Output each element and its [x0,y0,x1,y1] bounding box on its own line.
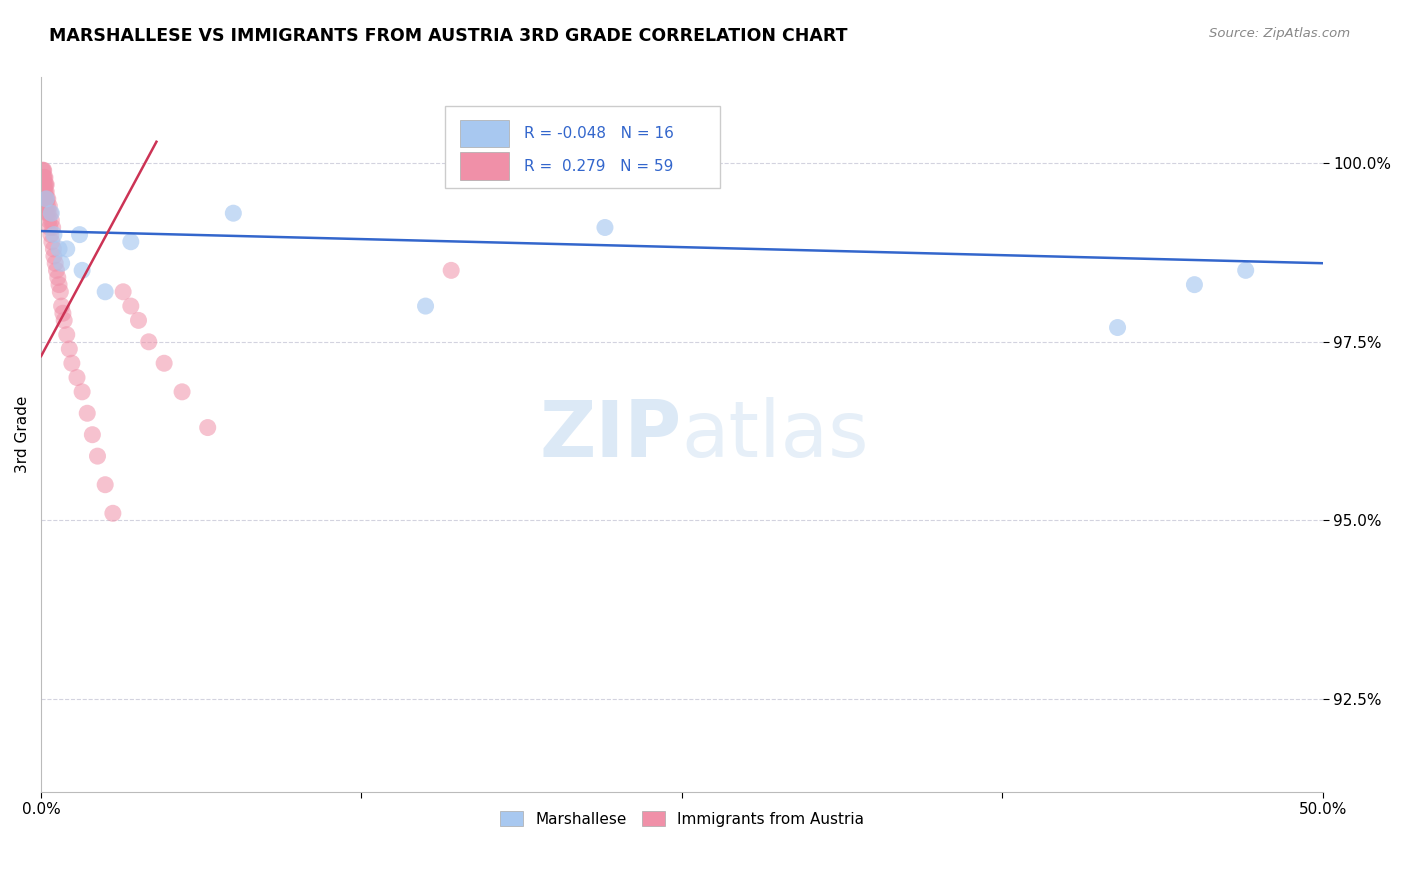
Point [593,220,616,235]
Point [35,192,58,206]
Text: MARSHALLESE VS IMMIGRANTS FROM AUSTRIA 3RD GRADE CORRELATION CHART: MARSHALLESE VS IMMIGRANTS FROM AUSTRIA 3… [49,27,848,45]
Point [55,242,77,256]
Point [76,406,98,420]
Point [35,192,58,206]
Point [37,199,59,213]
Point [52,306,75,320]
Point [440,263,463,277]
Point [53,313,76,327]
FancyBboxPatch shape [444,106,720,188]
Text: atlas: atlas [682,397,869,473]
Point [41,235,63,249]
Point [1234,263,1257,277]
Point [45,263,67,277]
Point [69,227,91,242]
Point [32,170,55,185]
Point [37,206,59,220]
Point [38,220,60,235]
Point [197,420,219,434]
Point [42,249,65,263]
Point [35,199,58,213]
Point [70,384,93,399]
Point [46,270,69,285]
Point [1184,277,1206,292]
Point [48,242,70,256]
Point [32,170,55,185]
Point [101,506,124,520]
Point [112,285,135,299]
Point [60,356,83,370]
Point [120,235,142,249]
Point [222,206,245,220]
Text: Source: ZipAtlas.com: Source: ZipAtlas.com [1209,27,1350,40]
Point [51,256,73,270]
Point [55,327,77,342]
Point [51,299,73,313]
Point [37,192,59,206]
Point [39,227,62,242]
Point [41,213,63,227]
Point [34,185,56,199]
Point [415,299,437,313]
Point [44,256,66,270]
Point [38,213,60,227]
Text: R = -0.048   N = 16: R = -0.048 N = 16 [524,126,673,141]
Point [35,178,58,192]
Point [35,192,58,206]
Point [32,178,55,192]
Point [120,299,142,313]
Point [49,285,72,299]
Point [34,178,56,192]
Point [41,220,63,235]
Point [94,477,117,491]
Point [35,185,58,199]
Point [58,342,80,356]
Point [34,185,56,199]
Point [128,313,150,327]
Point [86,449,108,463]
Text: R =  0.279   N = 59: R = 0.279 N = 59 [524,159,673,174]
Point [138,334,160,349]
Point [41,206,63,220]
Point [66,370,89,384]
Y-axis label: 3rd Grade: 3rd Grade [15,396,30,474]
Point [170,384,193,399]
Point [32,163,55,178]
Point [32,163,55,178]
Point [32,178,55,192]
Point [82,427,104,442]
Point [153,356,176,370]
Text: ZIP: ZIP [540,397,682,473]
Point [38,199,60,213]
Point [34,170,56,185]
Point [31,163,53,178]
Point [34,192,56,206]
Point [94,285,117,299]
Point [70,263,93,277]
Point [42,227,65,242]
Point [39,206,62,220]
FancyBboxPatch shape [460,120,509,147]
Point [37,206,59,220]
Point [48,277,70,292]
FancyBboxPatch shape [460,153,509,179]
Point [34,178,56,192]
Point [32,170,55,185]
Legend: Marshallese, Immigrants from Austria: Marshallese, Immigrants from Austria [492,803,872,834]
Point [1107,320,1129,334]
Point [42,242,65,256]
